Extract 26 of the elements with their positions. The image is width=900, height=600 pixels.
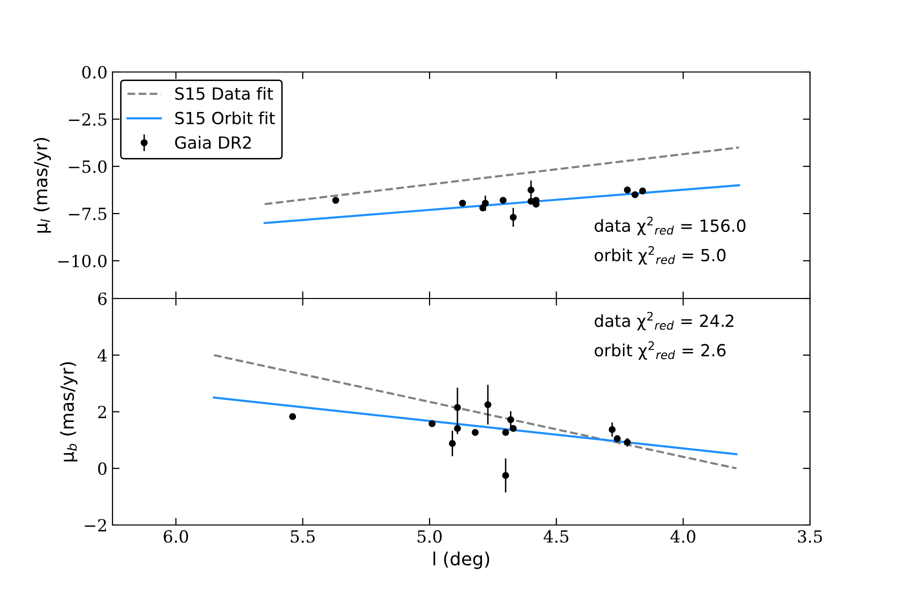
x-tick-label: 4.5 [544,530,568,543]
y-axis-title: μ$_{l}$ (mas/yr) [33,138,51,233]
legend-label: Gaia DR2 [175,136,251,149]
y-tick-label: −2.5 [68,113,106,126]
y-tick-label: 6 [98,292,107,306]
x-tick-label: 5.0 [418,530,442,543]
y-tick-label: −2 [84,518,106,532]
y-tick-label: 2 [98,406,106,418]
x-tick-label: 6.0 [164,530,188,543]
legend-label: S15 Data fit [175,87,273,100]
y-tick-label: 0 [98,462,107,475]
legend-label: S15 Orbit fit [175,111,275,124]
y-tick-label: 0.0 [82,66,107,79]
annotation: orbit χ$^{2}$$_{red}$ = 5.0 [594,246,726,265]
y-tick-label: −5.0 [68,160,107,173]
annotation: data χ$^{2}$$_{red}$ = 24.2 [594,312,734,330]
x-tick-label: 5.5 [290,530,315,543]
annotation: data χ$^{2}$$_{red}$ = 156.0 [594,216,746,236]
x-tick-label: 3.5 [798,530,822,543]
annotation: orbit χ$^{2}$$_{red}$ = 2.6 [594,341,726,360]
y-tick-label: −10.0 [58,254,107,268]
x-axis-title: l (deg) [434,552,490,570]
x-tick-label: 4.0 [670,530,696,543]
y-tick-label: 4 [98,349,107,362]
y-tick-label: −7.5 [68,208,106,220]
y-axis-title: μ$_{b}$ (mas/yr) [60,362,78,462]
